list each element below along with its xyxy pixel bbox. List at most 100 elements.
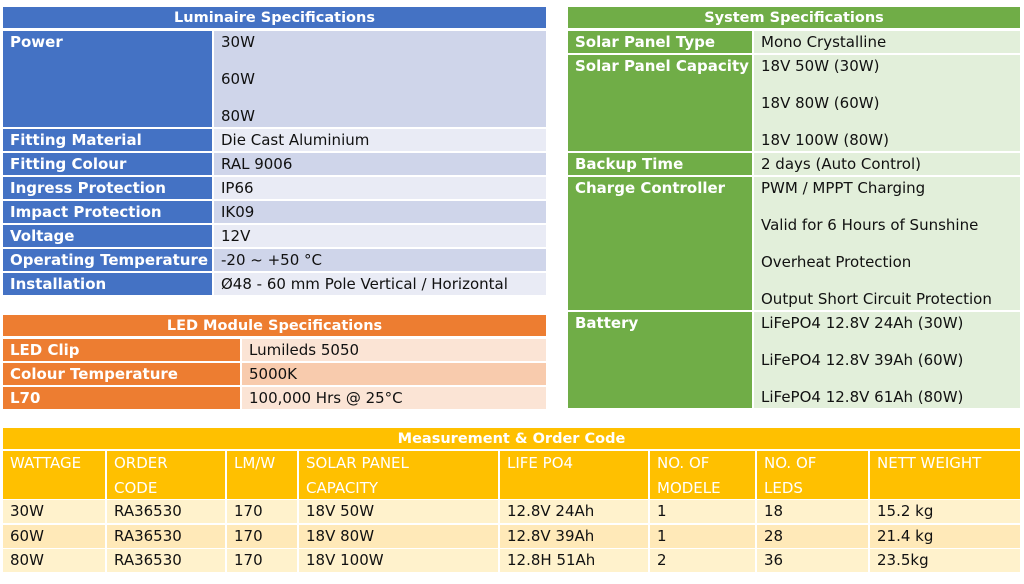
led-label-cell: LED Clip [3, 339, 240, 361]
order-column-header: NO. OF LEDS [757, 451, 868, 499]
cell-value: 15.2 kg [877, 502, 934, 520]
order-table-cell: 18 [757, 500, 868, 523]
luminaire-label: Operating Temperature [10, 251, 209, 269]
column-header-text: WATTAGE [10, 454, 82, 472]
luminaire-label: Impact Protection [10, 203, 162, 221]
order-header: Measurement & Order Code [3, 428, 1020, 449]
luminaire-label-cell: Power [3, 31, 212, 127]
cell-value: 28 [764, 527, 784, 545]
cell-value: 170 [234, 527, 263, 545]
column-header-text: LEDS [764, 479, 803, 497]
cell-value: 18V 50W [306, 502, 375, 520]
system-value: PWM / MPPT Charging [761, 179, 926, 197]
column-header-text: NO. OF [657, 454, 710, 472]
order-table-cell: 18V 50W [299, 500, 498, 523]
luminaire-value: IP66 [221, 179, 254, 197]
column-header-text: CAPACITY [306, 479, 379, 497]
luminaire-value-cell: RAL 9006 [214, 153, 546, 175]
system-value-cell: 2 days (Auto Control) [754, 153, 1020, 175]
luminaire-label-cell: Installation [3, 273, 212, 295]
column-header-text: CODE [114, 479, 158, 497]
luminaire-value: 80W [221, 107, 255, 125]
order-table-cell: RA36530 [107, 549, 225, 572]
luminaire-value-cell: Ø48 - 60 mm Pole Vertical / Horizontal [214, 273, 546, 295]
luminaire-value-cell: IK09 [214, 201, 546, 223]
luminaire-value-cell: 12V [214, 225, 546, 247]
order-table-cell: 18V 80W [299, 525, 498, 548]
system-value: Mono Crystalline [761, 33, 887, 51]
luminaire-label: Installation [10, 275, 107, 293]
order-table-cell: 170 [227, 549, 297, 572]
led-label: LED Clip [10, 341, 80, 359]
order-column-header: ORDER CODE [107, 451, 225, 499]
system-header: System Specifications [568, 7, 1020, 28]
luminaire-value: 12V [221, 227, 251, 245]
cell-value: 18 [764, 502, 784, 520]
led-value: Lumileds 5050 [249, 341, 360, 359]
cell-value: RA36530 [114, 551, 182, 569]
system-value: 18V 50W (30W) [761, 57, 880, 75]
led-header: LED Module Specifications [3, 315, 546, 336]
order-column-header: LM/W [227, 451, 297, 499]
luminaire-label: Power [10, 33, 63, 51]
led-value-cell: 100,000 Hrs @ 25°C [242, 387, 546, 409]
cell-value: 18V 100W [306, 551, 384, 569]
system-title: System Specifications [704, 10, 884, 26]
system-label-cell: Solar Panel Type [568, 31, 752, 53]
system-value: Valid for 6 Hours of Sunshine [761, 216, 979, 234]
cell-value: 1 [657, 527, 667, 545]
luminaire-value: 30W [221, 33, 255, 51]
system-value: 18V 100W (80W) [761, 131, 889, 149]
cell-value: 36 [764, 551, 784, 569]
order-column-header: NO. OF MODELE [650, 451, 755, 499]
order-table-cell: RA36530 [107, 525, 225, 548]
column-header-text: NETT WEIGHT [877, 454, 982, 472]
luminaire-value: IK09 [221, 203, 255, 221]
luminaire-value: RAL 9006 [221, 155, 293, 173]
cell-value: 2 [657, 551, 667, 569]
system-value: Overheat Protection [761, 253, 912, 271]
system-value-cell: PWM / MPPT Charging Valid for 6 Hours of … [754, 177, 1020, 310]
order-table-cell: 12.8V 39Ah [500, 525, 648, 548]
luminaire-value-cell: IP66 [214, 177, 546, 199]
order-table-cell: 15.2 kg [870, 500, 1020, 523]
column-header-text: SOLAR PANEL [306, 454, 409, 472]
cell-value: 12.8H 51Ah [507, 551, 596, 569]
order-table-cell: 12.8V 24Ah [500, 500, 648, 523]
luminaire-label: Voltage [10, 227, 75, 245]
cell-value: RA36530 [114, 502, 182, 520]
column-header-text: LM/W [234, 454, 276, 472]
system-value: 18V 80W (60W) [761, 94, 880, 112]
order-table-cell: 23.5kg [870, 549, 1020, 572]
order-table-cell: 28 [757, 525, 868, 548]
cell-value: 12.8V 24Ah [507, 502, 595, 520]
system-value: LiFePO4 12.8V 24Ah (30W) [761, 314, 964, 332]
luminaire-value: Ø48 - 60 mm Pole Vertical / Horizontal [221, 275, 508, 293]
cell-value: 80W [10, 551, 44, 569]
column-header-text: LIFE PO4 [507, 454, 574, 472]
system-label: Charge Controller [575, 179, 726, 197]
system-label: Backup Time [575, 155, 684, 173]
luminaire-label-cell: Operating Temperature [3, 249, 212, 271]
order-column-header: SOLAR PANEL CAPACITY [299, 451, 498, 499]
led-label-cell: L70 [3, 387, 240, 409]
luminaire-header: Luminaire Specifications [3, 7, 546, 28]
luminaire-label-cell: Impact Protection [3, 201, 212, 223]
order-table-cell: 36 [757, 549, 868, 572]
system-label-cell: Battery [568, 312, 752, 408]
cell-value: 23.5kg [877, 551, 929, 569]
cell-value: 30W [10, 502, 44, 520]
led-value: 100,000 Hrs @ 25°C [249, 389, 403, 407]
luminaire-label-cell: Fitting Colour [3, 153, 212, 175]
system-label: Solar Panel Type [575, 33, 716, 51]
order-table-cell: 2 [650, 549, 755, 572]
system-label: Battery [575, 314, 639, 332]
luminaire-label: Ingress Protection [10, 179, 166, 197]
cell-value: 170 [234, 502, 263, 520]
led-value-cell: 5000K [242, 363, 546, 385]
led-value-cell: Lumileds 5050 [242, 339, 546, 361]
order-table-cell: 170 [227, 525, 297, 548]
order-column-header: NETT WEIGHT [870, 451, 1020, 499]
system-value: Output Short Circuit Protection [761, 290, 992, 308]
system-value-cell: Mono Crystalline [754, 31, 1020, 53]
